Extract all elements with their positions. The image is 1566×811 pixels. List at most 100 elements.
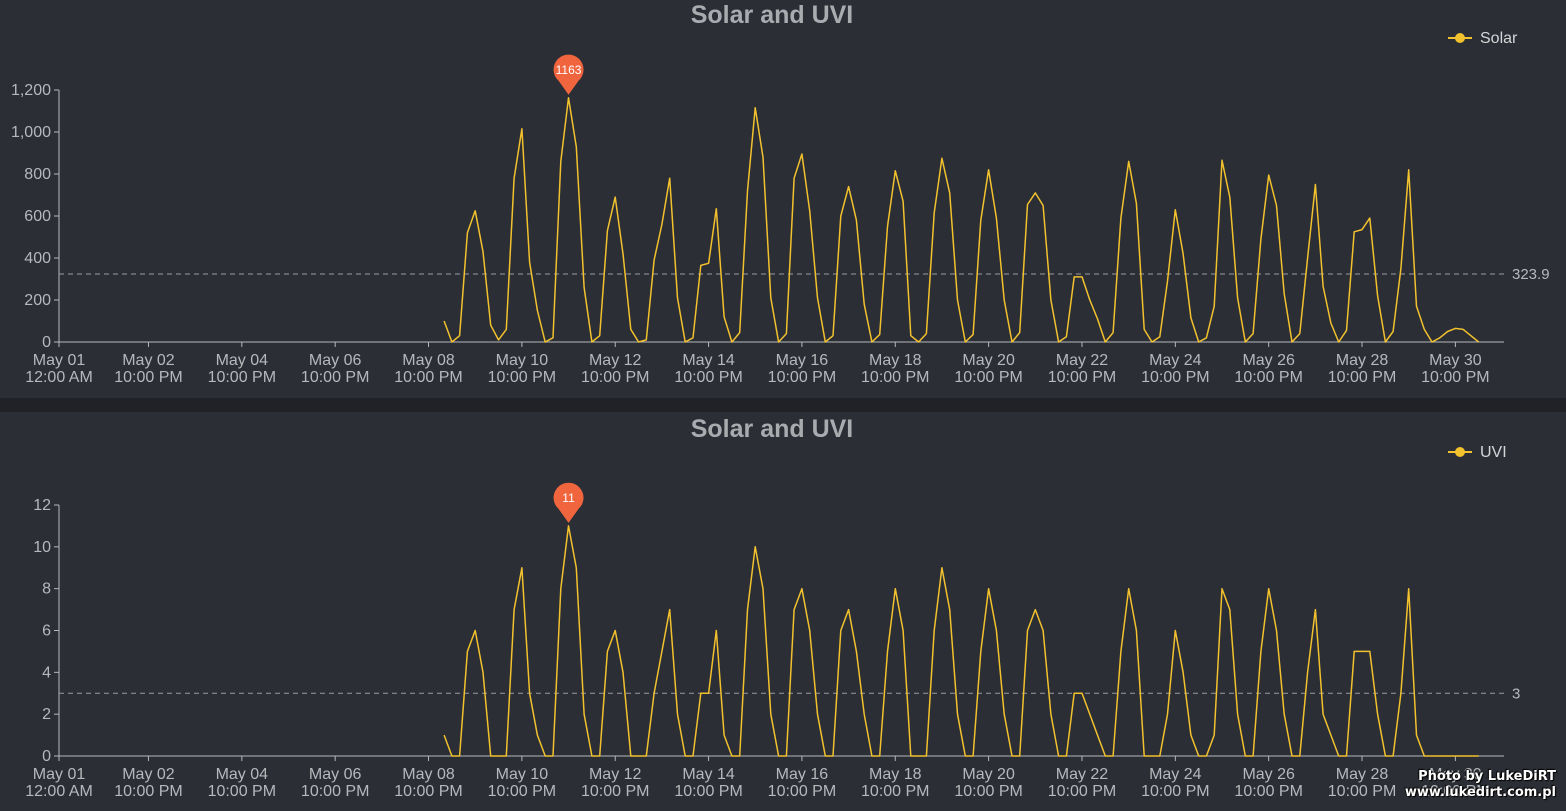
solar-y-tick-label: 1,200 [11, 82, 51, 99]
solar-x-tick-time: 10:00 PM [208, 369, 276, 386]
solar-x-tick-time: 10:00 PM [1234, 369, 1302, 386]
solar-y-tick-label: 1,000 [11, 124, 51, 141]
uvi-x-tick-date: May 24 [1149, 766, 1202, 783]
uvi-x-tick-time: 10:00 PM [581, 783, 649, 800]
solar-x-tick-time: 10:00 PM [301, 369, 369, 386]
solar-x-tick-date: May 10 [496, 352, 549, 369]
uvi-chart-title: Solar and UVI [691, 415, 854, 443]
solar-max-marker [553, 54, 584, 95]
solar-x-tick-time: 10:00 PM [114, 369, 182, 386]
uvi-y-tick-label: 10 [33, 539, 51, 556]
uvi-x-tick-time: 10:00 PM [1328, 783, 1396, 800]
uvi-x-tick-time: 10:00 PM [1141, 783, 1209, 800]
uvi-x-tick-date: May 22 [1056, 766, 1109, 783]
uvi-max-marker [553, 482, 584, 523]
solar-x-tick-date: May 26 [1242, 352, 1295, 369]
solar-x-tick-date: May 14 [682, 352, 735, 369]
uvi-x-tick-time: 10:00 PM [768, 783, 836, 800]
uvi-y-tick-label: 2 [42, 706, 51, 723]
solar-chart-panel: Solar and UVI Solar 0 200 400 600 800 1,000 1,20… [0, 0, 1566, 398]
solar-reference-label: 323.9 [1512, 266, 1550, 283]
solar-chart: Solar and UVI Solar 0 200 400 600 800 1,000 1,20… [11, 1, 1550, 386]
solar-x-tick-time: 10:00 PM [954, 369, 1022, 386]
solar-x-tick-date: May 06 [309, 352, 362, 369]
uvi-x-tick-time: 10:00 PM [114, 783, 182, 800]
solar-x-tick-date: May 18 [869, 352, 922, 369]
solar-x-tick-time: 10:00 PM [861, 369, 929, 386]
solar-max-marker-label: 1163 [556, 63, 582, 77]
solar-y-tick-label: 600 [24, 208, 51, 225]
watermark: Photo by LukeDiRT www.lukedirt.com.pl [1405, 769, 1556, 801]
uvi-x-tick-date: May 12 [589, 766, 642, 783]
solar-x-tick-date: May 01 [33, 352, 86, 369]
uvi-y-tick-label: 0 [42, 748, 51, 765]
uvi-x-tick-time: 10:00 PM [1421, 783, 1489, 800]
uvi-x-tick-time: 10:00 PM [1234, 783, 1302, 800]
solar-x-tick-time: 10:00 PM [1328, 369, 1396, 386]
uvi-y-tick-label: 6 [42, 623, 51, 640]
uvi-x-tick-date: May 08 [402, 766, 455, 783]
solar-legend-label: Solar [1480, 30, 1518, 47]
watermark-line-2: www.lukedirt.com.pl [1404, 785, 1556, 800]
uvi-x-tick-date: May 14 [682, 766, 735, 783]
uvi-x-tick-time: 10:00 PM [208, 783, 276, 800]
uvi-chart-panel: Solar and UVI UVI 0 2 4 6 8 10 12 May 01 12:00 AM M… [0, 412, 1566, 811]
uvi-legend-label: UVI [1480, 444, 1507, 461]
uvi-x-tick-time: 10:00 PM [394, 783, 462, 800]
solar-x-tick-date: May 22 [1056, 352, 1109, 369]
uvi-x-tick-date: May 01 [33, 766, 86, 783]
uvi-x-tick-time: 10:00 PM [861, 783, 929, 800]
uvi-x-tick-date: May 28 [1336, 766, 1389, 783]
uvi-x-tick-time: 12:00 AM [25, 783, 93, 800]
uvi-x-tick-time: 10:00 PM [301, 783, 369, 800]
solar-x-tick-time: 10:00 PM [1421, 369, 1489, 386]
solar-x-tick-time: 10:00 PM [1048, 369, 1116, 386]
uvi-x-tick-date: May 16 [776, 766, 829, 783]
uvi-x-tick-time: 10:00 PM [954, 783, 1022, 800]
solar-series-line [443, 97, 1480, 343]
uvi-max-marker-label: 11 [562, 491, 575, 505]
uvi-x-tick-date: May 02 [122, 766, 175, 783]
uvi-x-tick-date: May 20 [962, 766, 1015, 783]
solar-x-tick-time: 10:00 PM [674, 369, 742, 386]
uvi-x-tick-date: May 30 [1429, 766, 1482, 783]
solar-x-tick-time: 10:00 PM [1141, 369, 1209, 386]
uvi-x-tick-date: May 04 [216, 766, 269, 783]
solar-x-tick-time: 10:00 PM [768, 369, 836, 386]
solar-chart-title: Solar and UVI [691, 1, 854, 29]
solar-x-tick-date: May 24 [1149, 352, 1202, 369]
uvi-series-line [443, 525, 1479, 757]
solar-x-tick-time: 10:00 PM [488, 369, 556, 386]
uvi-y-tick-label: 4 [42, 664, 51, 681]
uvi-x-tick-date: May 06 [309, 766, 362, 783]
solar-x-tick-date: May 30 [1429, 352, 1482, 369]
solar-x-tick-date: May 04 [216, 352, 269, 369]
uvi-legend-marker [1455, 447, 1465, 457]
solar-x-tick-date: May 08 [402, 352, 455, 369]
uvi-y-tick-label: 12 [33, 497, 51, 514]
solar-y-tick-label: 0 [42, 334, 51, 351]
solar-x-tick-date: May 02 [122, 352, 175, 369]
solar-legend-marker [1455, 33, 1465, 43]
watermark-line-1: Photo by LukeDiRT [1418, 769, 1556, 784]
solar-x-tick-time: 12:00 AM [25, 369, 93, 386]
uvi-x-tick-date: May 26 [1242, 766, 1295, 783]
solar-x-tick-date: May 28 [1336, 352, 1389, 369]
uvi-x-tick-time: 10:00 PM [1048, 783, 1116, 800]
uvi-y-tick-label: 8 [42, 581, 51, 598]
solar-x-tick-time: 10:00 PM [581, 369, 649, 386]
solar-y-tick-label: 200 [24, 292, 51, 309]
solar-x-tick-date: May 20 [962, 352, 1015, 369]
uvi-x-tick-time: 10:00 PM [674, 783, 742, 800]
uvi-x-tick-date: May 18 [869, 766, 922, 783]
solar-y-tick-label: 400 [24, 250, 51, 267]
uvi-x-tick-time: 10:00 PM [488, 783, 556, 800]
solar-y-tick-label: 800 [24, 166, 51, 183]
panel-divider [0, 398, 1566, 412]
solar-x-tick-date: May 16 [776, 352, 829, 369]
uvi-reference-label: 3 [1512, 685, 1520, 702]
uvi-x-tick-date: May 10 [496, 766, 549, 783]
solar-x-tick-time: 10:00 PM [394, 369, 462, 386]
